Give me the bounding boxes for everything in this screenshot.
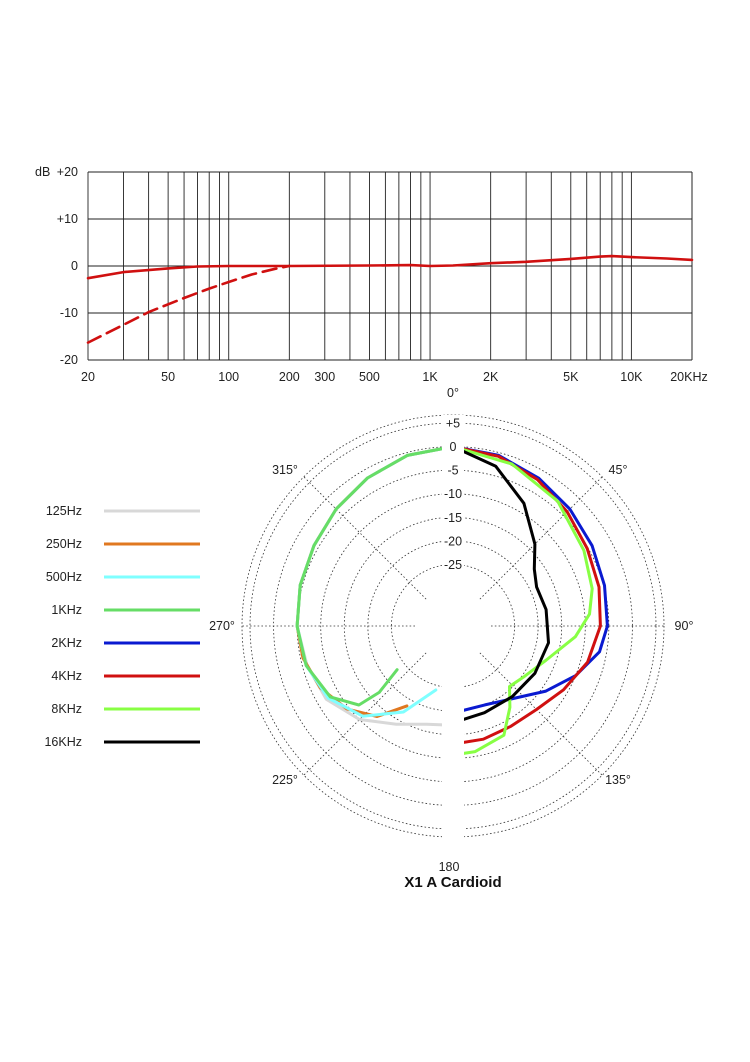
polar-ring [343, 516, 563, 736]
legend-label: 250Hz [46, 537, 82, 551]
polar-r-label: +5 [446, 417, 460, 431]
x-tick-label: 50 [161, 370, 175, 384]
polar-angle-label: 315° [272, 463, 298, 477]
x-tick-label: 100 [218, 370, 239, 384]
x-tick-label: 5K [563, 370, 579, 384]
x-tick-label: 20KHz [670, 370, 708, 384]
polar-spoke [479, 652, 603, 776]
polar-curve-4khz [451, 445, 602, 746]
polar-curve-250hz [295, 445, 455, 718]
legend-label: 1KHz [51, 603, 82, 617]
polar-angle-label: 0° [447, 386, 459, 400]
polar-curve-8khz [451, 445, 594, 757]
polar-r-label: -5 [447, 464, 458, 478]
polar-pattern-series [295, 445, 609, 757]
frequency-response-tick-labels: +20 +10 0 -10 -20 dB 20 50 100 200 300 500 1K 2K 5K 10K… [35, 165, 708, 384]
x-tick-label: 300 [314, 370, 335, 384]
polar-legend: 125Hz 250Hz 500Hz 1KHz 2KHz 4KHz 8KHz 16KHz [44, 504, 200, 749]
polar-center-gap [417, 415, 489, 839]
polar-angle-label: 135° [605, 773, 631, 787]
y-unit-label: dB [35, 165, 50, 179]
polar-curve-2khz [451, 445, 609, 715]
polar-angle-label: 180 [439, 860, 460, 874]
polar-scale-strip [442, 415, 464, 588]
legend-label: 16KHz [44, 735, 82, 749]
x-tick-label: 1K [422, 370, 438, 384]
polar-center-hole [417, 590, 489, 662]
x-tick-label: 500 [359, 370, 380, 384]
response-line-lowcut [86, 264, 291, 344]
y-tick-label: 0 [71, 259, 78, 273]
polar-angle-label: 225° [272, 773, 298, 787]
polar-r-label: -15 [444, 511, 462, 525]
legend-label: 125Hz [46, 504, 82, 518]
y-tick-label: +20 [57, 165, 78, 179]
legend-label: 500Hz [46, 570, 82, 584]
legend-label: 8KHz [51, 702, 82, 716]
polar-r-label: -25 [444, 558, 462, 572]
legend-label: 2KHz [51, 636, 82, 650]
polar-curve-1khz [295, 445, 455, 707]
polar-curve-16khz [451, 445, 550, 723]
x-tick-label: 2K [483, 370, 499, 384]
polar-ring [320, 493, 586, 759]
polar-r-label: 0 [450, 440, 457, 454]
polar-angle-label: 90° [675, 619, 694, 633]
response-line [86, 254, 694, 280]
x-tick-label: 200 [279, 370, 300, 384]
polar-spoke [479, 476, 603, 600]
y-tick-label: -10 [60, 306, 78, 320]
polar-center-strip [442, 626, 464, 839]
x-tick-label: 10K [620, 370, 643, 384]
polar-r-label: -10 [444, 487, 462, 501]
polar-curve-500hz [295, 445, 455, 718]
polar-angle-label: 270° [209, 619, 235, 633]
legend-label: 4KHz [51, 669, 82, 683]
polar-spoke [303, 476, 427, 600]
y-tick-label: -20 [60, 353, 78, 367]
chart-title: X1 A Cardioid [404, 874, 501, 891]
polar-angle-label: 45° [609, 463, 628, 477]
x-tick-label: 20 [81, 370, 95, 384]
frequency-response-series [86, 254, 694, 344]
polar-r-label: -20 [444, 534, 462, 548]
y-tick-label: +10 [57, 212, 78, 226]
polar-tick-labels: +5 0 -5 -10 -15 -20 -25 0° 45° 90° 135° 180 225° 270°… [209, 386, 693, 874]
